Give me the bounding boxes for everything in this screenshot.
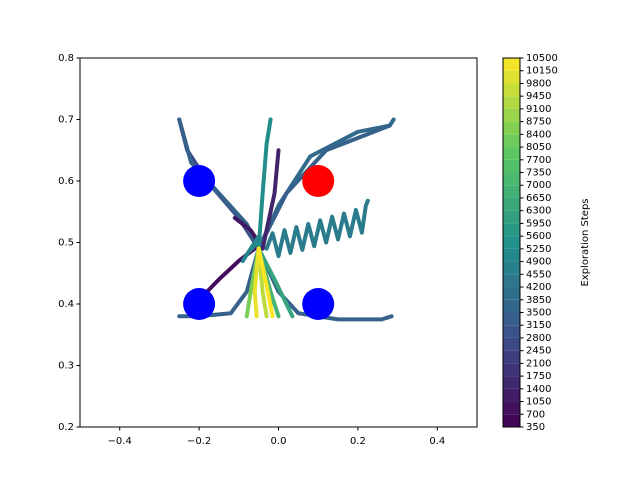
colorbar-level xyxy=(503,363,520,377)
colorbar-level xyxy=(503,287,520,300)
y-tick-label: 0.7 xyxy=(58,115,74,126)
y-tick-label: 0.6 xyxy=(58,176,74,187)
x-tick-label: 0.4 xyxy=(429,436,445,447)
colorbar-level xyxy=(503,414,520,427)
plot-area xyxy=(177,117,396,322)
colorbar-tick-label: 8400 xyxy=(526,129,551,140)
colorbar-tick-label: 1750 xyxy=(526,371,551,382)
colorbar-level xyxy=(503,121,520,135)
trajectory xyxy=(256,246,295,319)
y-tick-label: 0.2 xyxy=(58,422,74,433)
colorbar-level xyxy=(503,261,520,275)
colorbar-label: Exploration Steps xyxy=(580,198,591,286)
colorbar-level xyxy=(503,401,520,415)
colorbar-tick-label: 6650 xyxy=(526,193,551,204)
colorbar-tick-label: 1400 xyxy=(526,384,551,395)
colorbar-level xyxy=(503,388,520,402)
colorbar-tick-label: 700 xyxy=(526,409,545,420)
colorbar-level xyxy=(503,274,520,288)
colorbar-tick-label: 10500 xyxy=(526,53,558,64)
object-marker xyxy=(183,165,216,197)
colorbar-tick-label: 9450 xyxy=(526,91,551,102)
trajectory xyxy=(260,148,281,251)
colorbar-level xyxy=(503,58,520,71)
colorbar-tick-label: 1050 xyxy=(526,397,551,408)
colorbar-tick-label: 9800 xyxy=(526,78,551,89)
colorbar-level xyxy=(503,325,520,338)
colorbar-tick-label: 4200 xyxy=(526,282,551,293)
object-marker xyxy=(183,288,216,320)
colorbar-frame xyxy=(502,57,521,428)
colorbar-tick-label: 5250 xyxy=(526,244,551,255)
x-tick-label: 0.2 xyxy=(350,436,366,447)
trajectory xyxy=(256,123,392,251)
colorbar-level xyxy=(503,172,520,186)
colorbar-level xyxy=(503,376,520,389)
colorbar-level xyxy=(503,299,520,313)
colorbar-tick-label: 7000 xyxy=(526,180,551,191)
colorbar-tick-label: 2100 xyxy=(526,358,551,369)
trajectory xyxy=(256,117,273,251)
colorbar-tick-label: 8050 xyxy=(526,142,551,153)
colorbar-level xyxy=(503,108,520,122)
trajectory xyxy=(264,198,370,259)
colorbar-tick-label: 10150 xyxy=(526,66,558,77)
colorbar-tick-label: 350 xyxy=(526,422,545,433)
colorbar-level xyxy=(503,236,520,249)
trajectory xyxy=(256,246,275,319)
colorbar-level xyxy=(503,70,520,84)
colorbar-tick-label: 4900 xyxy=(526,257,551,268)
colorbar-level xyxy=(503,210,520,224)
trajectory xyxy=(240,234,263,263)
object-marker xyxy=(302,165,335,197)
object-marker xyxy=(302,288,335,320)
colorbar-tick-label: 3850 xyxy=(526,295,551,306)
colorbar-level xyxy=(503,134,520,148)
colorbar-tick-label: 4550 xyxy=(526,269,551,280)
y-tick-label: 0.5 xyxy=(58,238,74,249)
x-tick-label: 0.0 xyxy=(271,436,287,447)
colorbar-tick-label: 6300 xyxy=(526,206,551,217)
colorbar-level xyxy=(503,96,520,109)
colorbar-level xyxy=(503,83,520,97)
colorbar-level xyxy=(503,350,520,364)
x-tick-label: −0.2 xyxy=(187,436,211,447)
colorbar-level xyxy=(503,248,520,262)
colorbar-level xyxy=(503,312,520,326)
y-tick-label: 0.4 xyxy=(58,299,74,310)
colorbar-level xyxy=(503,185,520,198)
colorbar-tick-label: 5600 xyxy=(526,231,551,242)
colorbar-tick-label: 5950 xyxy=(526,218,551,229)
trajectory xyxy=(252,246,261,319)
colorbar-tick-label: 2800 xyxy=(526,333,551,344)
colorbar-level xyxy=(503,337,520,351)
colorbar-tick-label: 2450 xyxy=(526,346,551,357)
colorbar-tick-label: 8750 xyxy=(526,117,551,128)
colorbar-tick-label: 7700 xyxy=(526,155,551,166)
colorbar-tick-label: 3500 xyxy=(526,307,551,318)
y-tick-label: 0.3 xyxy=(58,361,74,372)
colorbar-level xyxy=(503,223,520,237)
colorbar-level xyxy=(503,159,520,173)
colorbar-level xyxy=(503,147,520,160)
colorbar-tick-label: 9100 xyxy=(526,104,551,115)
y-tick-label: 0.8 xyxy=(58,53,74,64)
axes-frame xyxy=(79,57,478,428)
colorbar-level xyxy=(503,197,520,211)
colorbar-tick-label: 3150 xyxy=(526,320,551,331)
colorbar-tick-label: 7350 xyxy=(526,168,551,179)
x-tick-label: −0.4 xyxy=(108,436,132,447)
